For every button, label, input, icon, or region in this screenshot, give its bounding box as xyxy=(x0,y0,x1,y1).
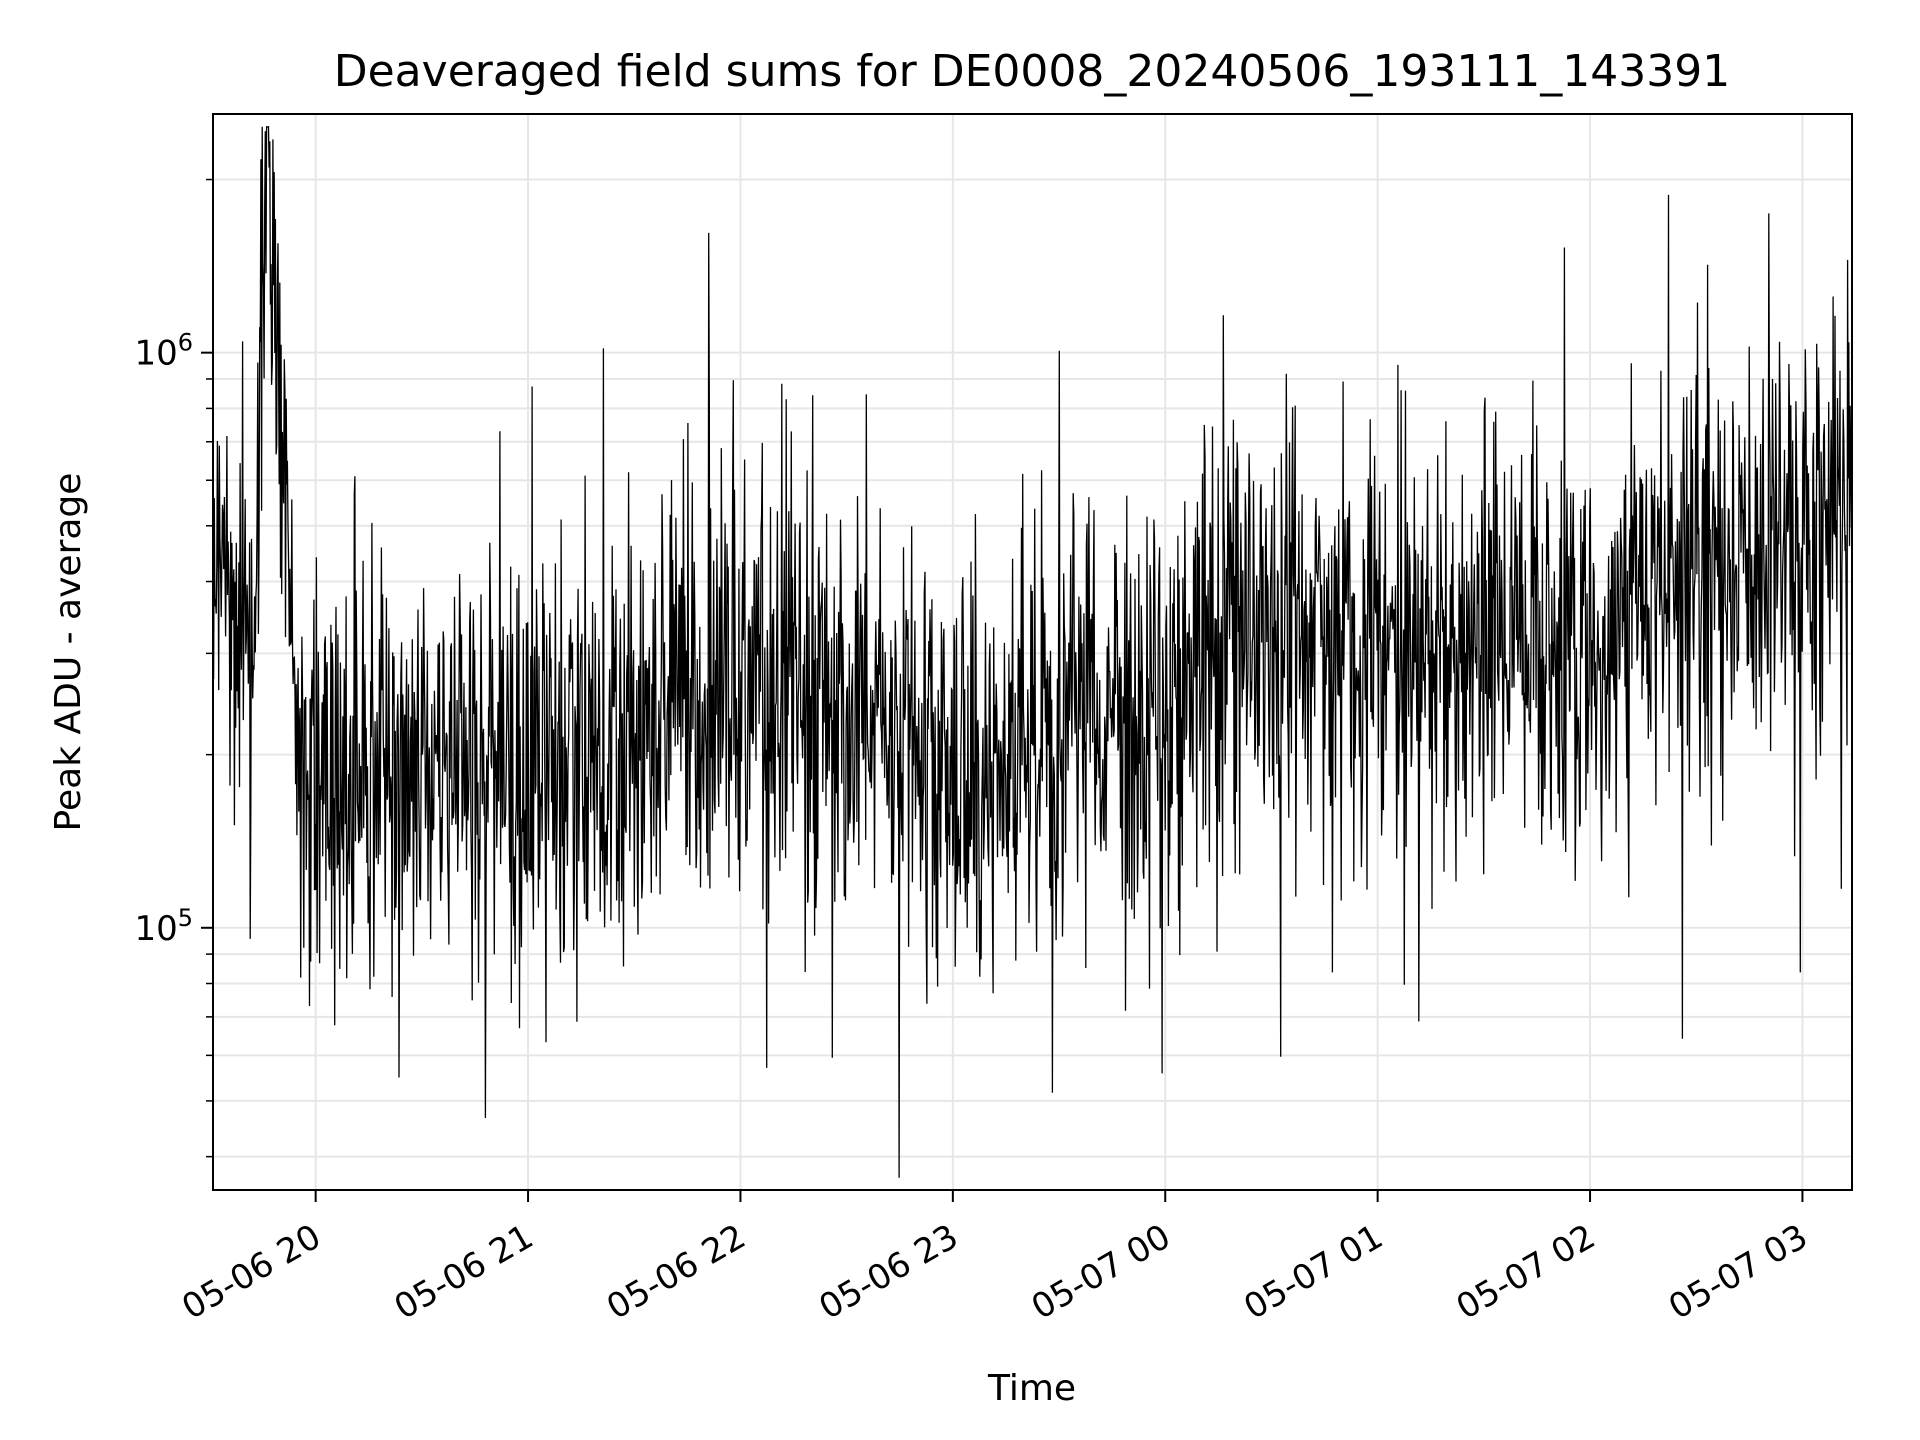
y-tick-label: 106 xyxy=(134,329,193,374)
y-tick-label: 105 xyxy=(134,904,193,949)
y-axis-title: Peak ADU - average xyxy=(48,473,89,832)
chart-title: Deaveraged field sums for DE0008_2024050… xyxy=(334,46,1731,97)
series-layer xyxy=(212,125,1853,1178)
x-axis-title: Time xyxy=(987,1368,1076,1409)
series-line xyxy=(212,125,1853,1178)
plot-area-frame xyxy=(212,113,1853,1191)
